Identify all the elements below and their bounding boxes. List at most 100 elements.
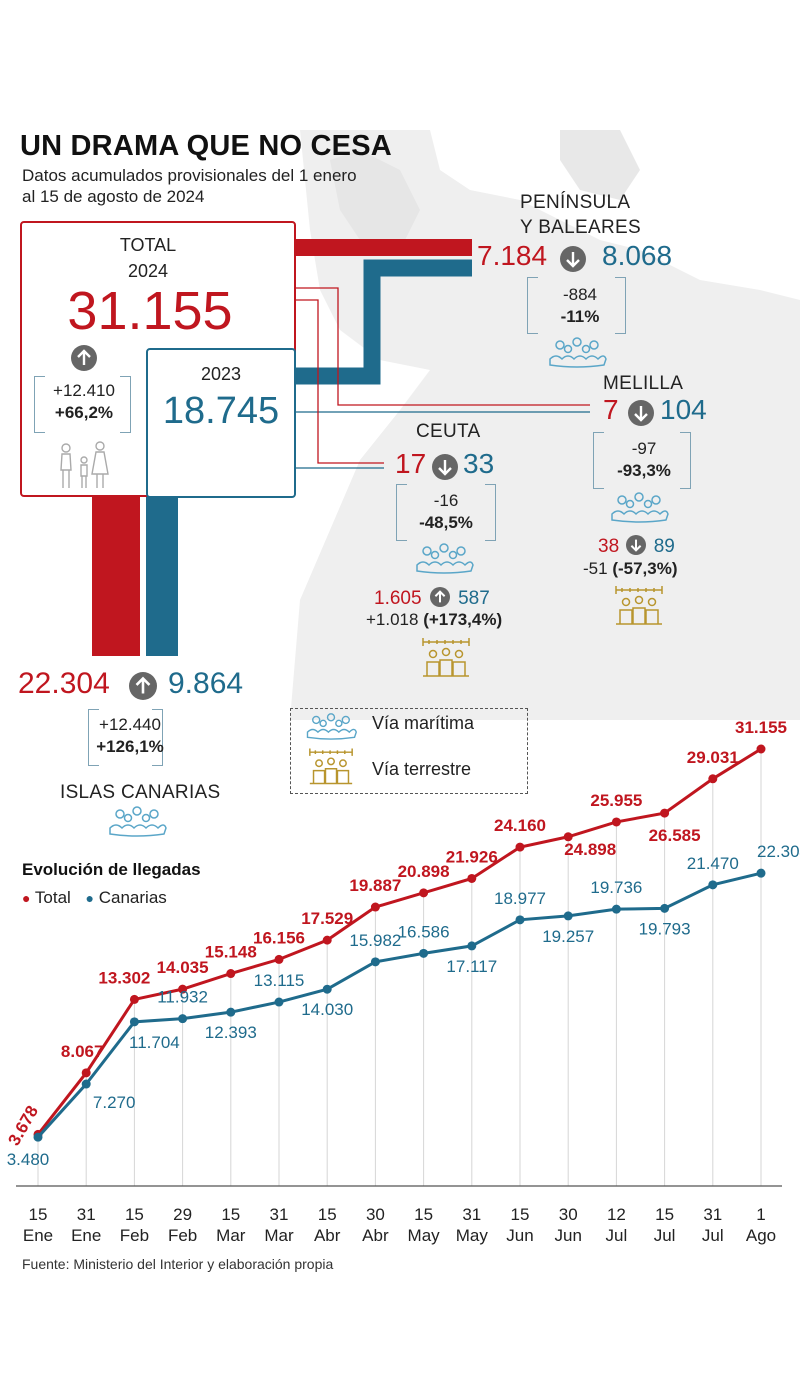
x-tick-label: 15	[655, 1205, 674, 1224]
melilla-bracket-right	[680, 432, 691, 489]
ceuta-label: CEUTA	[416, 421, 481, 442]
ceuta-bracket-right	[485, 484, 496, 541]
melilla-2023-value: 104	[660, 394, 707, 425]
boat-people-icon	[306, 713, 357, 740]
subtitle-line-2: al 15 de agosto de 2024	[22, 187, 205, 206]
data-label: 16.156	[253, 928, 305, 947]
data-point	[611, 817, 621, 827]
connector-lines	[92, 239, 590, 656]
x-tick-label: 15	[221, 1205, 240, 1224]
total-label-line2: 2024	[127, 261, 169, 281]
x-tick-label: May	[456, 1226, 489, 1245]
total-2023-box	[146, 348, 296, 498]
data-label: 17.117	[446, 957, 497, 976]
melilla-2024-value: 7	[603, 394, 619, 425]
data-point	[756, 744, 766, 754]
x-tick-label: 15	[511, 1205, 530, 1224]
total-label: TOTAL 2024	[86, 232, 210, 284]
data-point	[660, 903, 670, 913]
canarias-change-pct: +126,1%	[96, 737, 164, 756]
data-label: 19.736	[590, 878, 642, 897]
x-tick-label: 15	[29, 1205, 48, 1224]
x-tick-label: Abr	[314, 1226, 341, 1245]
data-point	[178, 984, 188, 994]
data-label: 8.067	[61, 1042, 104, 1061]
people-family-icon	[60, 441, 109, 488]
legend-terrestre-label: Vía terrestre	[372, 759, 472, 779]
data-point	[419, 948, 429, 958]
data-label: 29.031	[687, 748, 739, 767]
data-label: 14.035	[157, 958, 209, 977]
data-point	[756, 868, 766, 878]
ceuta-land-2023: 587	[458, 588, 490, 609]
x-tick-label: 12	[607, 1205, 626, 1224]
data-label: 12.393	[205, 1023, 257, 1042]
arrow-up-icon	[129, 672, 157, 700]
legend-maritima-label: Vía marítima	[372, 713, 475, 733]
boat-people-icon	[416, 543, 474, 574]
peninsula-change: -884 -11%	[532, 284, 628, 328]
canarias-change: +12.440 +126,1%	[90, 714, 170, 758]
data-label: 22.304	[757, 842, 800, 861]
x-tick-label: Ago	[746, 1226, 776, 1245]
x-tick-label: Mar	[216, 1226, 246, 1245]
data-point	[467, 873, 477, 883]
data-label: 31.155	[735, 718, 787, 737]
series-line-canarias	[36, 871, 762, 1139]
canarias-2023-value: 9.864	[168, 667, 244, 700]
total-change-pct: +66,2%	[54, 403, 114, 422]
fence-people-icon	[422, 638, 470, 677]
data-point	[81, 1079, 91, 1089]
x-tick-label: Abr	[362, 1226, 389, 1245]
data-point	[563, 832, 573, 842]
data-point	[611, 904, 621, 914]
melilla-change-abs: -97	[631, 439, 657, 458]
total-change: +12.410 +66,2%	[36, 380, 132, 424]
x-tick-label: May	[408, 1226, 441, 1245]
data-point	[563, 911, 573, 921]
peninsula-2024-value: 7.184	[477, 240, 548, 271]
x-tick-label: Ene	[23, 1226, 53, 1245]
data-label: 19.257	[542, 927, 594, 946]
series-line-total	[36, 747, 762, 1136]
data-point	[708, 880, 718, 890]
data-point	[226, 969, 236, 979]
data-label: 7.270	[93, 1093, 136, 1112]
total-2023-label: 2023	[200, 364, 242, 384]
data-point	[708, 774, 718, 784]
data-label: 26.585	[649, 826, 701, 845]
data-point	[33, 1132, 43, 1142]
x-tick-label: Jul	[702, 1226, 724, 1245]
arrow-up-icon	[429, 587, 450, 607]
data-label: 20.898	[398, 862, 450, 881]
ceuta-land-change: +1.018 (+173,4%)	[366, 610, 502, 630]
legend-canarias-label: Canarias	[98, 888, 167, 907]
peninsula-bracket-right	[615, 277, 626, 334]
data-point	[515, 842, 525, 852]
data-label: 17.529	[301, 909, 353, 928]
peninsula-change-pct: -11%	[560, 307, 600, 326]
x-tick-label: Feb	[120, 1226, 149, 1245]
peninsula-label-line2: Y BALEARES	[520, 217, 641, 238]
x-tick-label: Jul	[654, 1226, 676, 1245]
data-point	[515, 915, 525, 925]
source-note: Fuente: Ministerio del Interior y elabor…	[22, 1256, 334, 1272]
melilla-land-2023: 89	[653, 536, 675, 557]
data-label: 13.302	[98, 968, 150, 987]
melilla-land-change: -51 (-57,3%)	[583, 559, 678, 579]
subtitle-line-1: Datos acumulados provisionales del 1 ene…	[22, 166, 357, 185]
total-2023-value: 18.745	[162, 390, 280, 432]
x-tick-label: Jul	[606, 1226, 628, 1245]
data-point	[467, 941, 477, 951]
peninsula-label-line1: PENÍNSULA	[520, 192, 631, 213]
x-tick-label: Jun	[554, 1226, 581, 1245]
data-label: 18.977	[494, 889, 546, 908]
canarias-2024-value: 22.304	[18, 667, 110, 700]
x-tick-label: 15	[125, 1205, 144, 1224]
data-label: 25.955	[590, 791, 642, 810]
melilla-label: MELILLA	[603, 373, 684, 394]
data-label: 3.480	[7, 1150, 50, 1169]
data-point	[274, 997, 284, 1007]
data-point	[178, 1014, 188, 1024]
